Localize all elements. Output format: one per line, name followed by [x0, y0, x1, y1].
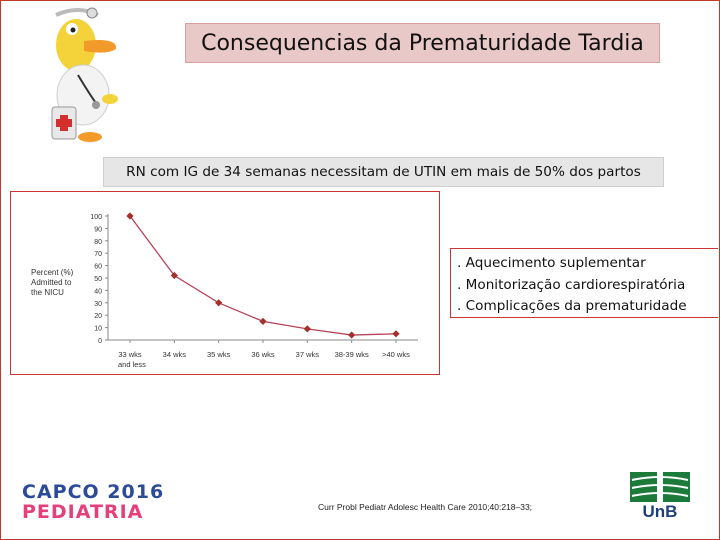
bullet-item-complications: . Complicações da prematuridade [457, 298, 687, 314]
chart-container: 0 10 20 30 40 50 60 70 80 90 100 Percent (%) Admitte… [10, 191, 440, 375]
y-tick-label: 30 [94, 301, 102, 308]
x-tick-label: 37 wks [296, 350, 320, 359]
y-axis-label-line: the NICU [31, 288, 64, 297]
slide-subtitle-box: RN com IG de 34 semanas necessitam de UT… [103, 157, 664, 187]
y-tick-label: 40 [94, 288, 102, 295]
x-tick-label: 33 wks [118, 350, 142, 359]
y-tick-label: 100 [90, 214, 102, 221]
unb-emblem-icon [630, 472, 690, 502]
x-tick-label: >40 wks [382, 350, 410, 359]
y-tick-label: 20 [94, 313, 102, 320]
slide-subtitle: RN com IG de 34 semanas necessitam de UT… [126, 164, 641, 180]
unb-logo: UnB [630, 472, 690, 521]
nicu-admission-line-chart: 0 10 20 30 40 50 60 70 80 90 100 Percent (%)Admitte… [31, 212, 418, 369]
duck-doctor-mascot-icon [51, 7, 118, 142]
x-tick-label: 36 wks [251, 350, 275, 359]
x-tick-label: and less [118, 360, 146, 369]
y-axis-label-line: Admitted to [31, 278, 72, 287]
bullet-item-warming: . Aquecimento suplementar [457, 255, 646, 271]
y-axis-label-line: Percent (%) [31, 268, 74, 277]
y-tick-label: 90 [94, 226, 102, 233]
data-point-marker [215, 299, 223, 307]
unb-label: UnB [642, 502, 678, 521]
y-tick-label: 60 [94, 264, 102, 271]
data-point-marker [392, 330, 400, 338]
bullet-item-monitoring: . Monitorização cardiorespiratória [457, 276, 686, 293]
y-tick-label: 0 [98, 338, 102, 345]
citation-text: Curr Probl Pediatr Adolesc Health Care 2… [318, 502, 533, 512]
slide-title-box: Consequencias da Prematuridade Tardia [185, 23, 660, 63]
logo-line-capco: CAPCO 2016 [22, 481, 165, 503]
x-tick-label: 34 wks [163, 350, 187, 359]
bullet-list: . Aquecimento suplementar . Monitorizaçã… [450, 248, 718, 318]
x-tick-label: 35 wks [207, 350, 231, 359]
y-tick-label: 50 [94, 276, 102, 283]
y-tick-label: 70 [94, 251, 102, 258]
data-point-marker [303, 325, 311, 333]
capco-pediatria-logo: CAPCO 2016 PEDIATRIA [22, 482, 164, 522]
y-tick-label: 80 [94, 239, 102, 246]
series-line [129, 215, 397, 336]
data-point-marker [348, 331, 356, 339]
slide-title: Consequencias da Prematuridade Tardia [201, 30, 644, 56]
logo-line-pediatria: PEDIATRIA [22, 501, 144, 523]
data-point-marker [259, 317, 267, 325]
y-tick-label: 10 [94, 326, 102, 333]
x-tick-label: 38-39 wks [335, 350, 369, 359]
